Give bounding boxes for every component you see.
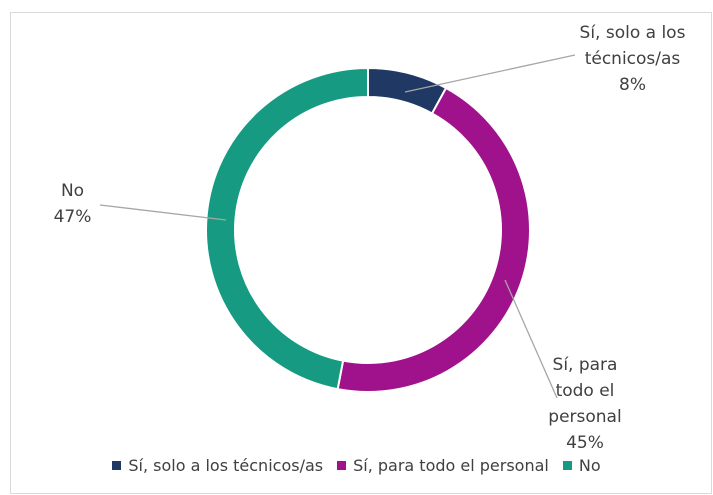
legend-label: Sí, solo a los técnicos/as <box>128 456 324 475</box>
leader-line <box>504 279 558 399</box>
legend-item: Sí, para todo el personal <box>337 456 549 475</box>
chart-border <box>10 12 712 494</box>
legend: Sí, solo a los técnicos/as Sí, para todo … <box>0 456 713 475</box>
legend-item: Sí, solo a los técnicos/as <box>112 456 323 475</box>
leader-line <box>404 54 576 93</box>
data-label-value: 45% <box>566 433 604 453</box>
donut-segment <box>336 86 531 393</box>
legend-swatch <box>337 461 347 470</box>
data-label: No 47% <box>30 178 115 230</box>
legend-swatch <box>112 461 122 470</box>
legend-item: No <box>562 456 601 475</box>
data-label-category: No <box>60 181 85 201</box>
data-label: Sí, solo a los técnicos/as 8% <box>565 20 700 98</box>
data-label-category: Sí, para todo el personal <box>548 355 622 427</box>
data-label: Sí, para todo el personal 45% <box>545 352 625 456</box>
legend-swatch <box>562 461 572 470</box>
legend-label: No <box>578 456 601 475</box>
legend-label: Sí, para todo el personal <box>353 456 549 475</box>
data-label-value: 47% <box>53 207 92 227</box>
donut-segment <box>205 66 369 391</box>
data-label-value: 8% <box>619 75 646 95</box>
leader-line <box>99 204 227 221</box>
data-label-category: Sí, solo a los técnicos/as <box>579 23 686 69</box>
donut-segment <box>367 66 448 115</box>
